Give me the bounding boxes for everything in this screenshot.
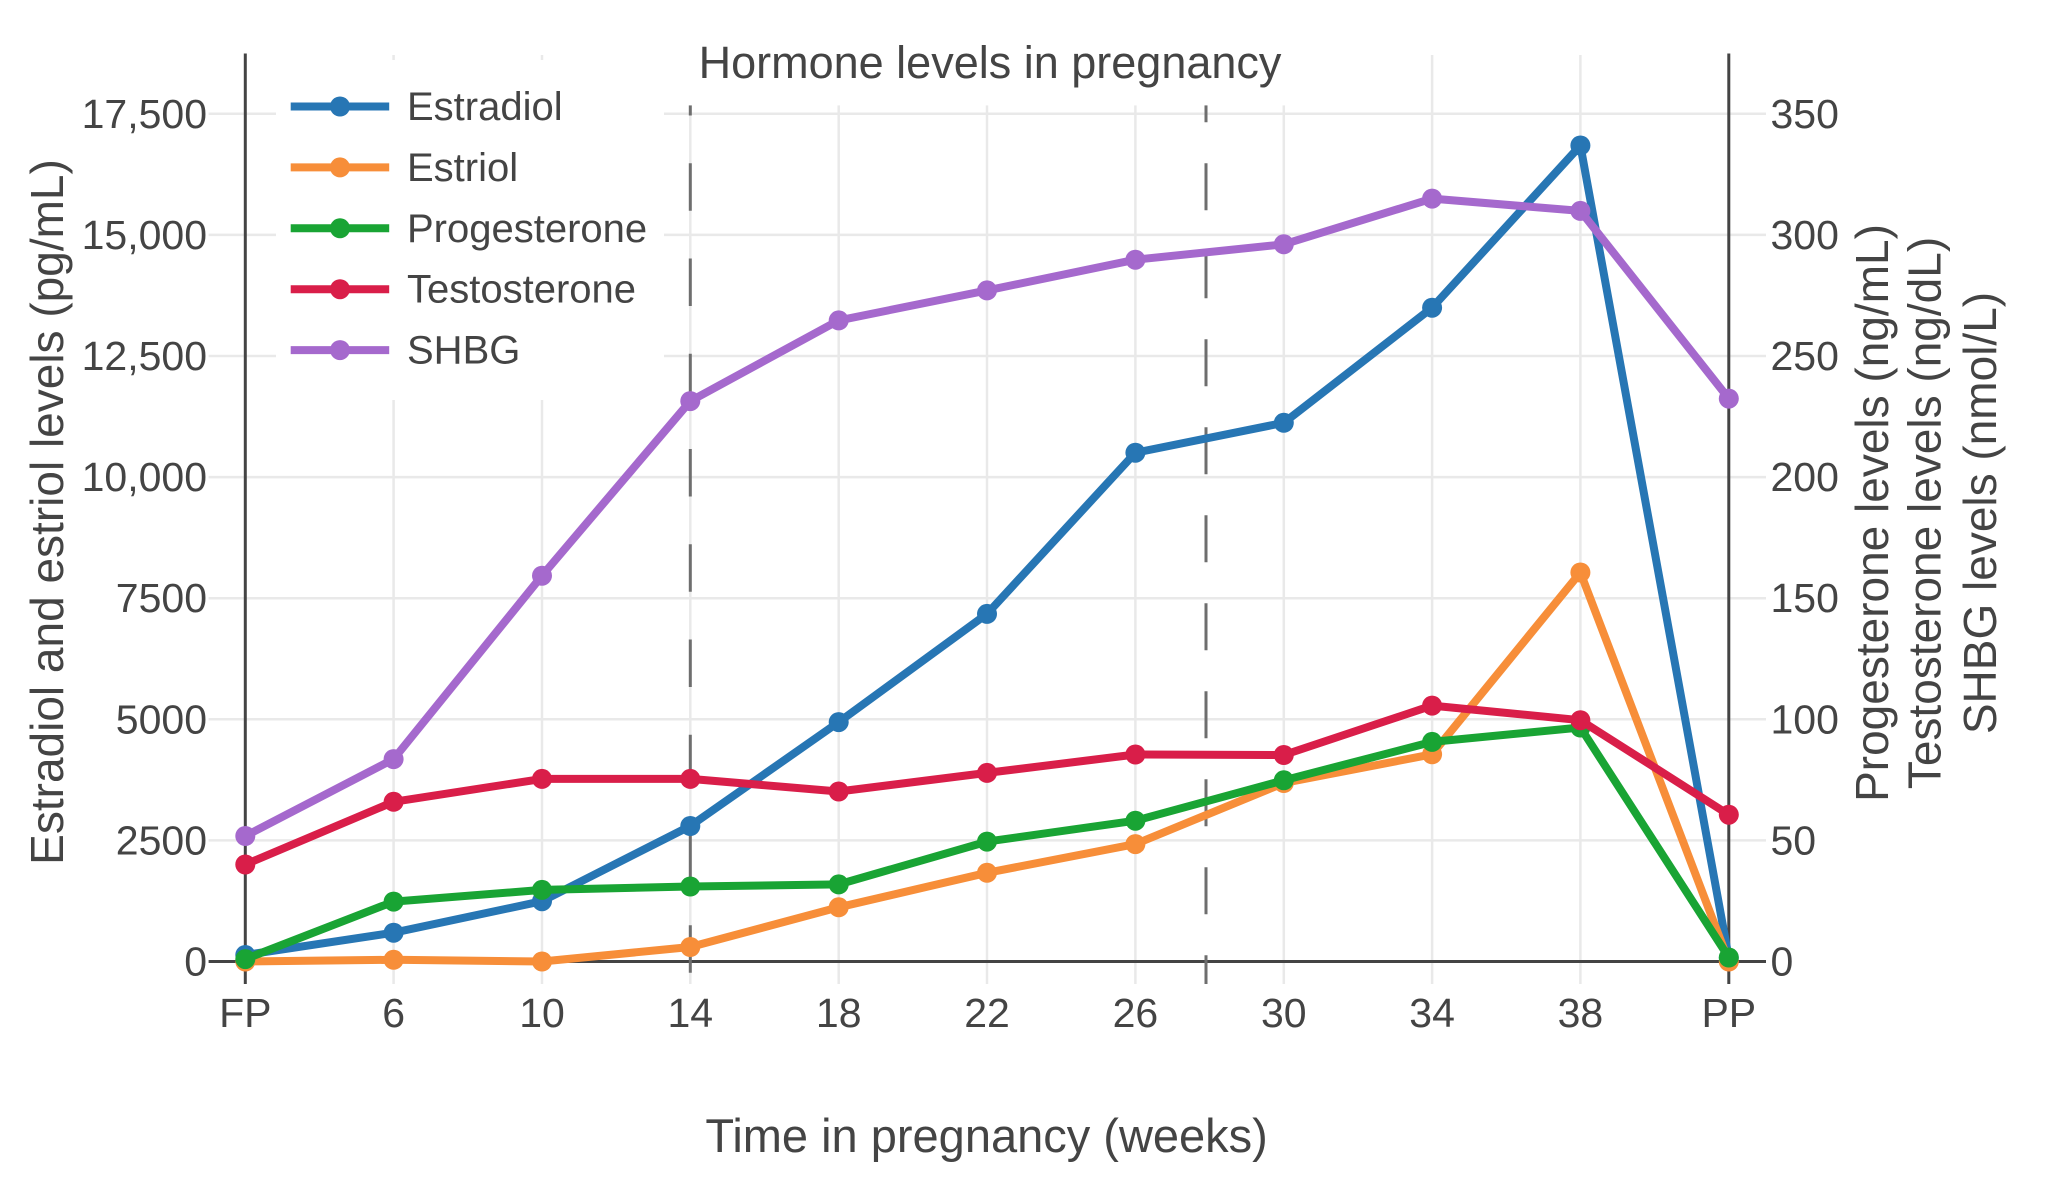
svg-text:Progesterone: Progesterone: [407, 207, 647, 251]
svg-text:250: 250: [1771, 333, 1839, 379]
svg-text:5000: 5000: [116, 696, 207, 742]
svg-text:18: 18: [816, 990, 862, 1036]
svg-text:FP: FP: [219, 990, 271, 1036]
svg-text:14: 14: [667, 990, 713, 1036]
svg-text:2500: 2500: [116, 817, 207, 863]
svg-text:Estradiol and estriol levels (: Estradiol and estriol levels (pg/mL): [21, 159, 73, 865]
svg-text:Time in pregnancy (weeks): Time in pregnancy (weeks): [705, 1109, 1267, 1162]
svg-text:17,500: 17,500: [82, 91, 207, 137]
svg-text:6: 6: [382, 990, 405, 1036]
svg-text:10,000: 10,000: [82, 454, 207, 500]
svg-text:PP: PP: [1701, 990, 1756, 1036]
svg-text:200: 200: [1771, 454, 1839, 500]
svg-text:100: 100: [1771, 696, 1839, 742]
svg-text:26: 26: [1113, 990, 1159, 1036]
svg-text:Progesterone levels (ng/mL): Progesterone levels (ng/mL): [1846, 224, 1898, 802]
svg-text:150: 150: [1771, 575, 1839, 621]
svg-text:7500: 7500: [116, 575, 207, 621]
svg-text:Estriol: Estriol: [407, 146, 518, 190]
svg-text:15,000: 15,000: [82, 212, 207, 258]
svg-text:Hormone levels in pregnancy: Hormone levels in pregnancy: [699, 37, 1282, 88]
svg-text:12,500: 12,500: [82, 333, 207, 379]
svg-text:0: 0: [1771, 939, 1794, 985]
svg-text:50: 50: [1771, 817, 1817, 863]
svg-text:30: 30: [1261, 990, 1307, 1036]
svg-text:300: 300: [1771, 212, 1839, 258]
svg-text:22: 22: [964, 990, 1010, 1036]
svg-text:0: 0: [184, 939, 207, 985]
svg-text:SHBG levels (nmol/L): SHBG levels (nmol/L): [1954, 292, 2006, 734]
svg-text:Testosterone: Testosterone: [407, 268, 636, 312]
svg-text:10: 10: [519, 990, 565, 1036]
svg-text:38: 38: [1558, 990, 1604, 1036]
svg-text:SHBG: SHBG: [407, 329, 520, 373]
svg-text:Estradiol: Estradiol: [407, 85, 563, 129]
svg-text:34: 34: [1409, 990, 1455, 1036]
svg-text:Testosterone levels (ng/dL): Testosterone levels (ng/dL): [1899, 237, 1951, 789]
svg-text:350: 350: [1771, 91, 1839, 137]
